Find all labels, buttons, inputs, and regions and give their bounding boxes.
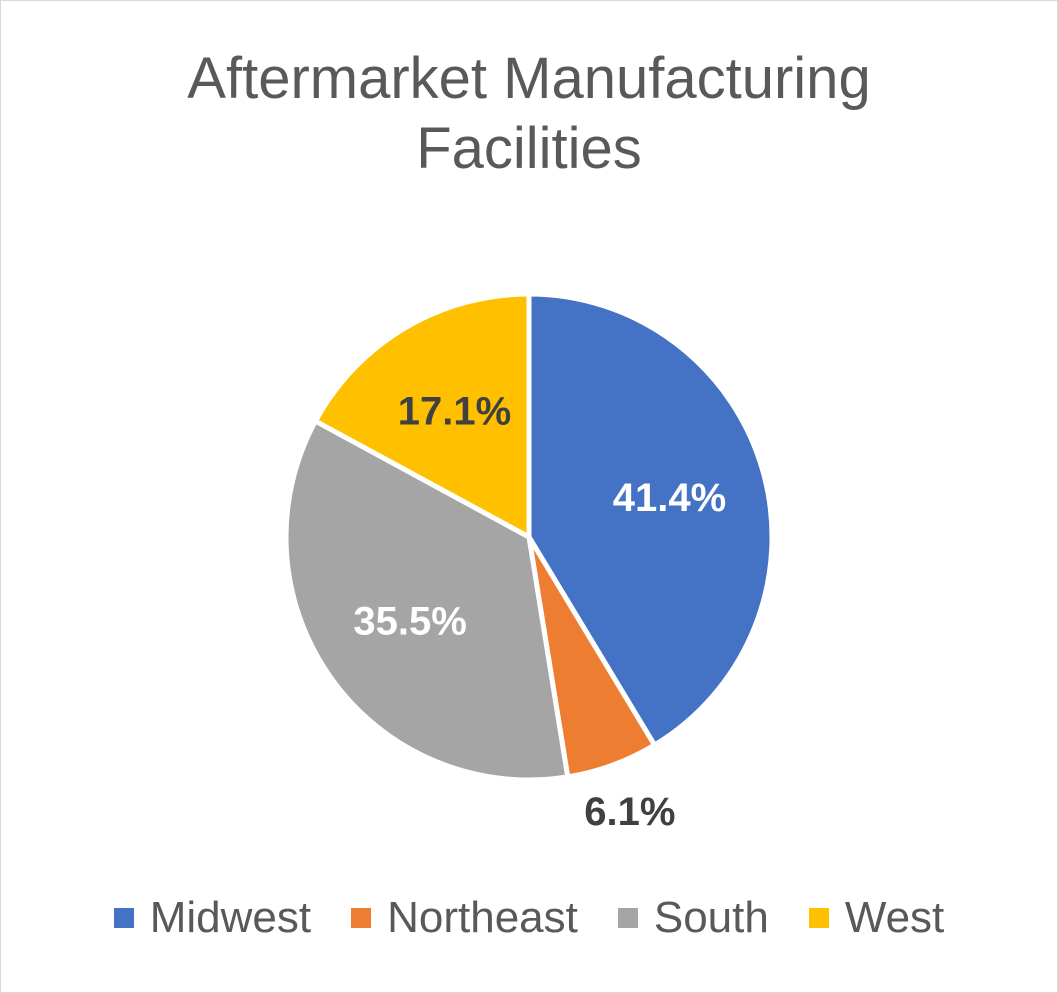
pie-slice-midwest xyxy=(526,291,775,748)
data-label-west: 17.1% xyxy=(398,390,511,434)
legend-label-northeast: Northeast xyxy=(387,893,578,942)
legend-swatch-south xyxy=(617,908,638,928)
legend-swatch-midwest xyxy=(113,908,134,928)
legend-item-northeast: Northeast xyxy=(351,890,578,946)
chart-title: Aftermarket Manufacturing Facilities xyxy=(0,44,1058,184)
data-label-midwest: 41.4% xyxy=(613,476,726,520)
chart-title-line-1: Aftermarket Manufacturing xyxy=(187,46,871,111)
chart-legend: Midwest Northeast South West xyxy=(0,890,1058,946)
legend-item-west: West xyxy=(808,890,945,946)
legend-swatch-northeast xyxy=(351,908,372,928)
chart-title-line-2: Facilities xyxy=(416,116,642,181)
data-label-south: 35.5% xyxy=(353,599,466,643)
data-label-northeast: 6.1% xyxy=(584,790,675,834)
legend-item-midwest: Midwest xyxy=(113,890,312,946)
legend-label-south: South xyxy=(653,893,769,942)
pie-slice-south xyxy=(283,418,571,783)
legend-item-south: South xyxy=(617,890,769,946)
legend-swatch-west xyxy=(808,908,829,928)
legend-label-west: West xyxy=(844,893,945,942)
pie-slice-west xyxy=(312,291,532,540)
legend-label-midwest: Midwest xyxy=(149,893,312,942)
